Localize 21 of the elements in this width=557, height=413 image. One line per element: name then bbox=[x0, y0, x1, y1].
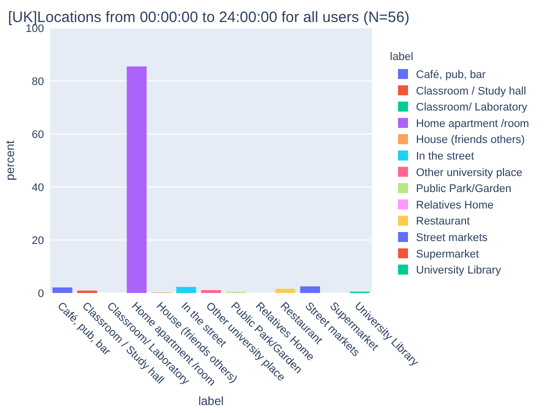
legend-label: Home apartment /room bbox=[416, 118, 530, 130]
legend-label: Relatives Home bbox=[416, 199, 494, 212]
y-tick-label: 20 bbox=[32, 234, 44, 247]
legend-label: In the street bbox=[416, 150, 474, 162]
legend-title: label bbox=[390, 51, 414, 63]
legend-label: Classroom/ Laboratory bbox=[416, 102, 528, 114]
y-axis-title: percent bbox=[3, 140, 17, 181]
x-axis-title: label bbox=[198, 394, 224, 408]
legend-label: Restaurant bbox=[416, 216, 470, 228]
legend-label: Café, pub, bar bbox=[416, 69, 486, 81]
legend-label: University Library bbox=[416, 264, 502, 277]
legend-label: Other university place bbox=[416, 166, 522, 179]
y-tick-label: 60 bbox=[32, 128, 44, 141]
legend-label: Supermarket bbox=[416, 248, 479, 260]
y-tick-label: 40 bbox=[32, 182, 44, 194]
legend-label: House (friends others) bbox=[416, 134, 525, 146]
legend-label: Classroom / Study hall bbox=[416, 85, 526, 98]
y-tick-label: 0 bbox=[38, 288, 44, 300]
y-tick-label: 80 bbox=[32, 76, 44, 88]
legend-label: Public Park/Garden bbox=[416, 183, 512, 196]
legend-label: Street markets bbox=[416, 232, 488, 244]
